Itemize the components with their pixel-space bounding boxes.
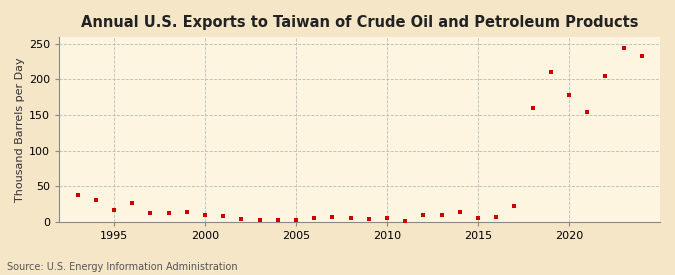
- Point: [218, 214, 229, 218]
- Point: [327, 215, 338, 220]
- Point: [254, 218, 265, 222]
- Point: [400, 219, 410, 223]
- Text: Source: U.S. Energy Information Administration: Source: U.S. Energy Information Administ…: [7, 262, 238, 272]
- Point: [545, 69, 556, 74]
- Point: [491, 214, 502, 219]
- Point: [290, 218, 301, 222]
- Point: [582, 110, 593, 114]
- Point: [163, 211, 174, 215]
- Point: [527, 106, 538, 110]
- Point: [127, 200, 138, 205]
- Y-axis label: Thousand Barrels per Day: Thousand Barrels per Day: [15, 57, 25, 202]
- Point: [600, 74, 611, 78]
- Point: [345, 216, 356, 220]
- Point: [200, 213, 211, 218]
- Point: [363, 217, 374, 221]
- Title: Annual U.S. Exports to Taiwan of Crude Oil and Petroleum Products: Annual U.S. Exports to Taiwan of Crude O…: [81, 15, 639, 30]
- Point: [109, 207, 119, 212]
- Point: [454, 210, 465, 214]
- Point: [272, 218, 283, 222]
- Point: [182, 210, 192, 215]
- Point: [618, 46, 629, 50]
- Point: [418, 212, 429, 217]
- Point: [509, 204, 520, 208]
- Point: [436, 213, 447, 218]
- Point: [472, 216, 483, 220]
- Point: [381, 216, 392, 220]
- Point: [90, 197, 101, 202]
- Point: [236, 217, 247, 221]
- Point: [72, 192, 83, 197]
- Point: [637, 54, 647, 58]
- Point: [145, 211, 156, 215]
- Point: [564, 93, 574, 97]
- Point: [308, 216, 319, 220]
